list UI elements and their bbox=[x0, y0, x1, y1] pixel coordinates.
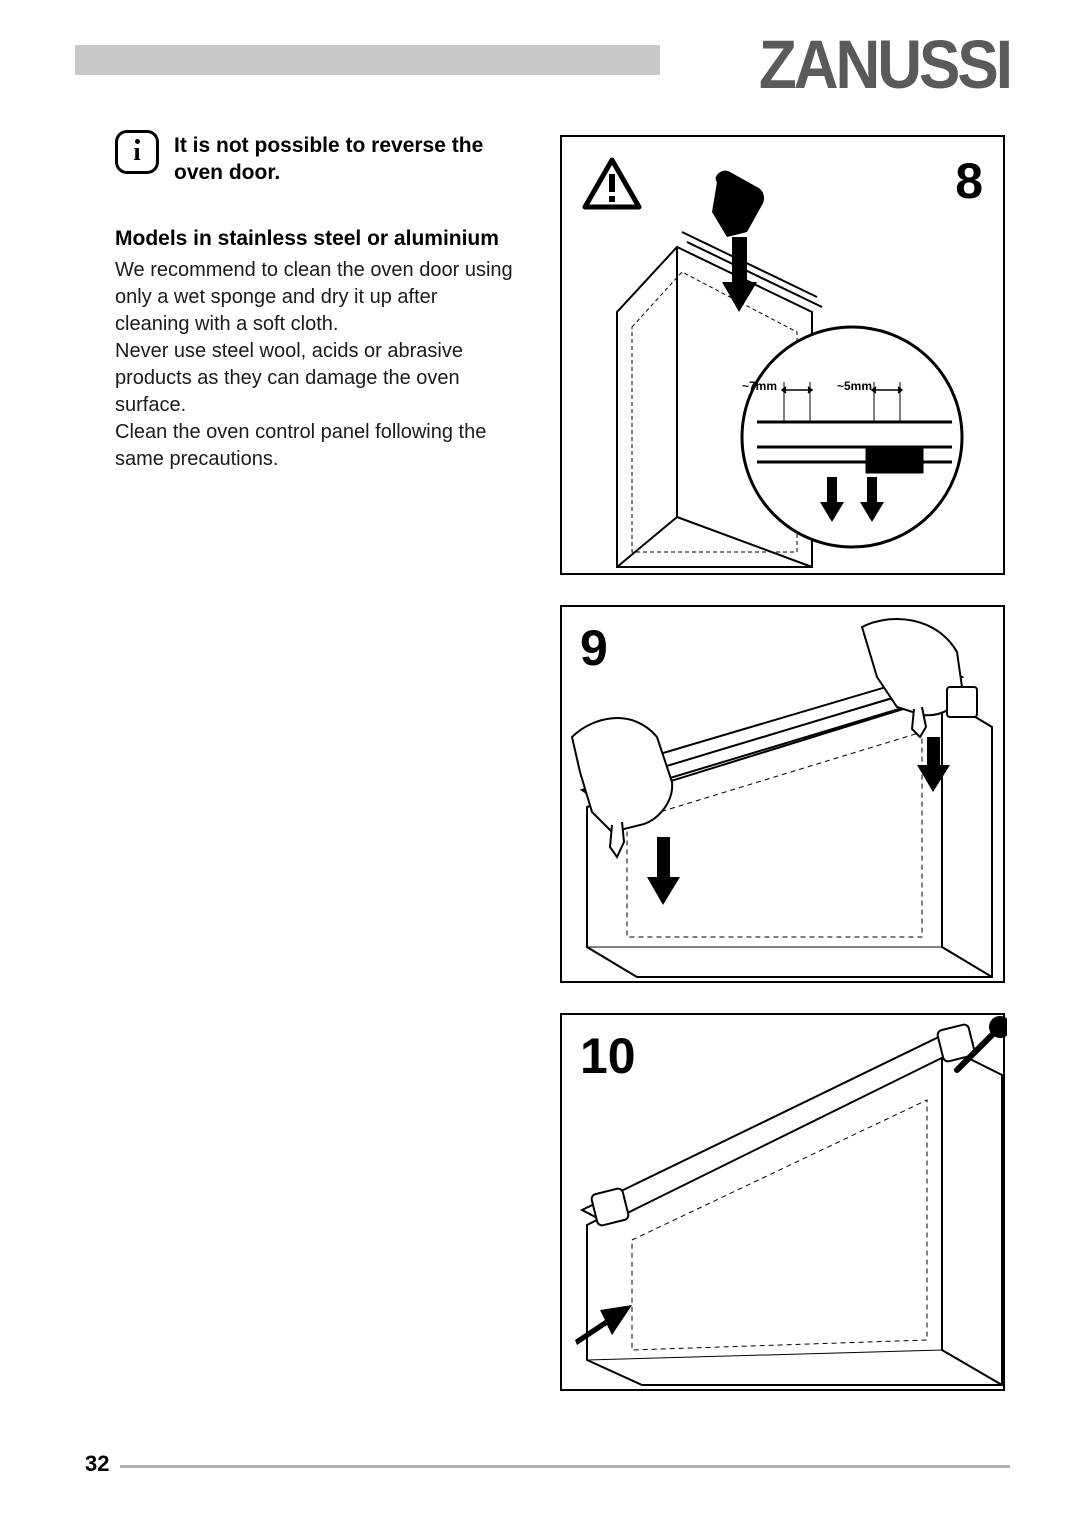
body-para-1: We recommend to clean the oven door usin… bbox=[115, 257, 515, 338]
figure-8: 8 bbox=[560, 135, 1005, 575]
figure-10: 10 bbox=[560, 1013, 1005, 1391]
page-number: 32 bbox=[85, 1451, 109, 1477]
figure-9: 9 bbox=[560, 605, 1005, 983]
measure-5mm: ~5mm bbox=[837, 379, 872, 393]
figure-10-diagram bbox=[562, 1015, 1007, 1393]
footer-rule bbox=[120, 1465, 1010, 1468]
brand-logo: ZANUSSI bbox=[759, 26, 1010, 104]
figure-8-diagram bbox=[562, 137, 1007, 577]
section-heading: Models in stainless steel or aluminium bbox=[115, 227, 515, 251]
info-note-row: ı It is not possible to reverse the oven… bbox=[115, 130, 515, 187]
info-note-text: It is not possible to reverse the oven d… bbox=[174, 130, 515, 187]
body-para-3: Clean the oven control panel following t… bbox=[115, 419, 515, 473]
body-para-2: Never use steel wool, acids or abrasive … bbox=[115, 338, 515, 419]
info-icon: ı bbox=[115, 130, 159, 174]
measure-7mm: ~7mm bbox=[742, 379, 777, 393]
left-column: ı It is not possible to reverse the oven… bbox=[115, 130, 515, 473]
header-bar bbox=[75, 45, 660, 75]
figure-9-diagram bbox=[562, 607, 1007, 985]
